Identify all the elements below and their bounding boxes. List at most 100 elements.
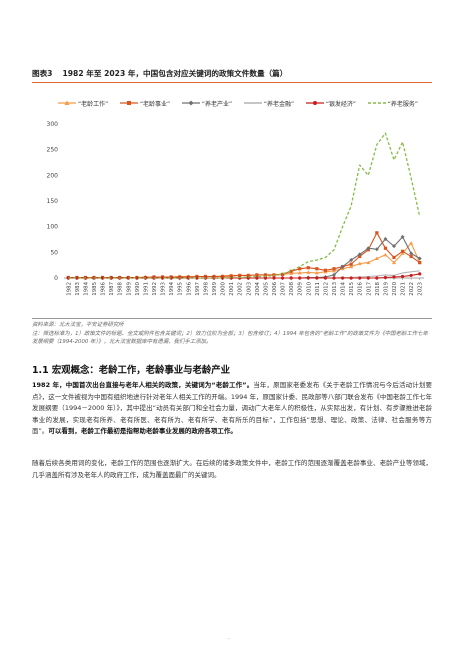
data-point-4-27 — [298, 276, 302, 280]
x-tick-label: 1995 — [178, 282, 184, 296]
legend-swatch-line-icon — [243, 102, 262, 104]
data-point-4-40 — [409, 273, 413, 278]
series-line-2 — [68, 236, 420, 279]
legend-label: “养老服务” — [387, 100, 418, 108]
data-point-0-29 — [314, 270, 319, 275]
legend-label: “银发经济” — [325, 100, 357, 108]
data-point-0-39 — [400, 251, 405, 255]
data-point-2-35 — [366, 246, 371, 251]
data-point-0-40 — [409, 241, 414, 245]
data-point-4-34 — [358, 276, 362, 280]
x-tick-label: 1998 — [203, 281, 209, 295]
series-line-5 — [68, 132, 421, 279]
x-tick-label: 2013 — [332, 282, 338, 296]
data-point-1-34 — [358, 254, 362, 259]
data-point-0-37 — [383, 252, 388, 257]
data-point-4-23 — [263, 276, 268, 280]
y-tick-label: 150 — [47, 198, 59, 205]
data-point-4-11 — [160, 276, 165, 280]
data-point-2-36 — [374, 247, 379, 252]
data-point-4-25 — [280, 276, 285, 280]
y-tick-label: 300 — [47, 121, 59, 128]
paragraph-2: 随着后续各类用词的变化，老龄工作的范围也逐渐扩大。在后续的诸多政策文件中，老龄工… — [32, 459, 432, 479]
data-point-2-32 — [340, 264, 345, 269]
data-point-4-18 — [220, 276, 225, 280]
x-tick-label: 1990 — [135, 281, 141, 295]
data-point-1-39 — [400, 249, 405, 253]
data-point-4-29 — [315, 276, 319, 280]
x-tick-label: 2007 — [281, 282, 287, 296]
x-tick-label: 2004 — [255, 281, 261, 295]
x-tick-label: 1988 — [118, 281, 124, 295]
legend-swatch-dashed-icon — [367, 102, 386, 104]
data-point-1-20 — [238, 273, 242, 278]
figure-number: 图表3 — [32, 69, 53, 78]
figure-bottom-rule — [32, 318, 432, 319]
legend-item-laoling-gongzuo: “老龄工作” — [58, 98, 108, 108]
x-tick-label: 1985 — [92, 282, 98, 296]
data-point-2-39 — [400, 234, 405, 239]
data-point-1-31 — [332, 267, 336, 271]
source-note: 资料来源：北大法宝，平安证券研究所 — [32, 322, 124, 328]
x-tick-label: 2021 — [401, 282, 407, 296]
data-point-4-41 — [418, 272, 422, 276]
data-point-4-14 — [186, 276, 190, 280]
legend-label: “老龄工作” — [78, 100, 109, 108]
y-tick-label: 100 — [47, 224, 59, 231]
x-tick-label: 2008 — [289, 281, 295, 295]
data-point-1-29 — [315, 267, 319, 271]
data-point-1-19 — [229, 274, 233, 278]
data-point-4-1 — [75, 276, 79, 280]
data-point-1-41 — [418, 261, 422, 265]
data-point-0-38 — [392, 260, 396, 265]
x-tick-label: 1991 — [143, 282, 149, 296]
data-point-4-37 — [383, 275, 388, 280]
x-tick-label: 2017 — [366, 282, 372, 296]
x-tick-label: 2023 — [418, 282, 424, 296]
x-tick-label: 2012 — [323, 282, 329, 296]
x-tick-label: 2015 — [349, 282, 355, 296]
x-tick-label: 2018 — [375, 281, 381, 295]
data-point-2-38 — [392, 244, 396, 249]
x-tick-label: 1992 — [152, 282, 158, 296]
data-point-0-31 — [332, 268, 336, 273]
data-point-2-31 — [332, 272, 336, 277]
x-tick-label: 2006 — [272, 281, 278, 295]
x-tick-label: 1996 — [186, 281, 192, 295]
data-point-4-39 — [400, 274, 405, 279]
data-point-4-31 — [332, 276, 336, 280]
x-tick-label: 2019 — [383, 281, 389, 295]
legend-swatch-circle-icon — [305, 101, 324, 105]
data-point-4-35 — [366, 276, 370, 280]
data-point-4-33 — [349, 276, 353, 280]
data-point-2-34 — [357, 252, 362, 257]
x-tick-label: 2001 — [229, 282, 235, 296]
x-tick-label: 2009 — [298, 281, 304, 295]
data-point-2-40 — [409, 251, 414, 256]
x-tick-label: 2011 — [315, 282, 321, 296]
y-tick-label: 250 — [47, 147, 59, 154]
x-tick-label: 2014 — [341, 281, 347, 295]
data-point-4-30 — [323, 276, 328, 280]
data-point-4-4 — [100, 276, 105, 280]
legend-item-laoling-shiye: “老龄事业” — [119, 98, 170, 108]
figure-title: 1982 年至 2023 年，中国包含对应关键词的政策文件数量（篇） — [62, 69, 288, 78]
data-point-2-37 — [383, 236, 388, 241]
data-point-4-24 — [272, 276, 276, 280]
figure-top-rule — [32, 82, 432, 83]
data-point-0-26 — [289, 271, 294, 275]
x-tick-label: 2010 — [306, 281, 312, 295]
legend-item-yanglao-jinrong: “养老金融” — [243, 98, 294, 108]
legend-swatch-square-icon — [119, 101, 138, 105]
paragraph-1-lead: 1982 年，中国首次出台直接与老年人相关的政策，关键词为“老龄工作”。 — [32, 381, 254, 389]
x-tick-label: 1987 — [109, 282, 115, 296]
x-tick-label: 1983 — [75, 282, 81, 296]
data-point-1-27 — [298, 267, 302, 271]
section-heading: 1.1 宏观概念：老龄工作，老龄事业与老龄产业 — [32, 365, 230, 376]
data-point-2-33 — [349, 258, 354, 263]
data-point-4-36 — [375, 276, 379, 280]
data-point-4-7 — [126, 276, 130, 280]
data-point-1-33 — [349, 262, 353, 266]
x-tick-label: 1989 — [126, 281, 132, 295]
